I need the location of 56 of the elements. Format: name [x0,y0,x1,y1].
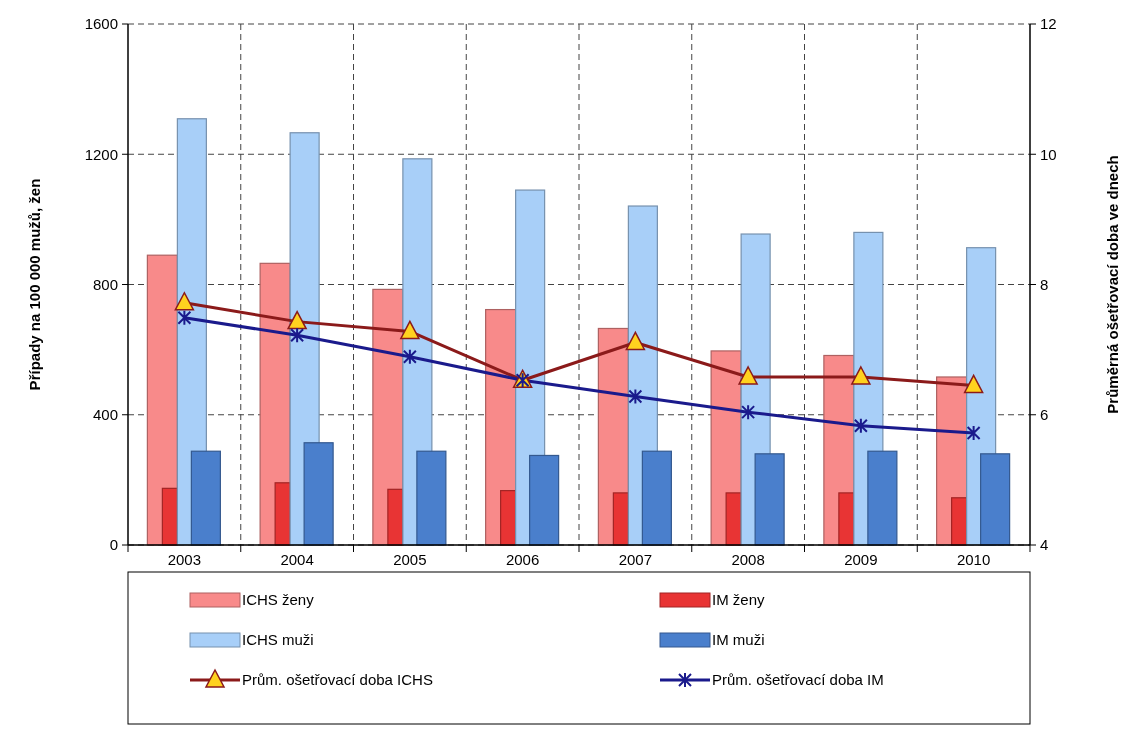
y-tick-label: 0 [109,536,118,554]
y2-tick-label: 6 [1040,406,1049,423]
point [738,366,758,385]
y2-tick-label: 10 [1040,145,1057,163]
point [177,309,192,326]
bar [725,492,742,546]
bar [190,450,221,546]
point [966,424,981,441]
bar [500,490,517,546]
point [741,404,756,421]
legend-label: Prům. ošetřovací doba ICHS [242,671,433,689]
point [625,331,646,351]
y-tick-label: 1600 [84,15,118,33]
bar [867,450,898,546]
bar [529,454,560,546]
bar [416,450,447,546]
x-tick-label: 2005 [393,551,427,568]
y2-tick-label: 8 [1040,275,1049,293]
point [963,374,984,394]
bar [303,442,334,546]
y-tick-label: 400 [92,406,118,423]
point [174,291,195,311]
legend-label: Prům. ošetřovací doba IM [712,671,884,689]
x-tick-label: 2010 [956,551,991,568]
bar [274,482,291,546]
legend-label: IM ženy [712,591,766,609]
bar [641,450,672,546]
point [290,327,305,344]
y2-tick-label: 4 [1040,536,1049,554]
bar [612,492,629,546]
x-tick-label: 2006 [505,551,540,568]
point [628,388,643,405]
y2-tick-label: 12 [1040,15,1057,33]
x-tick-label: 2007 [618,551,653,568]
x-tick-label: 2003 [167,551,202,568]
x-tick-label: 2009 [844,551,878,568]
legend-label: ICHS ženy [242,591,315,609]
x-tick-label: 2004 [280,551,314,568]
y-tick-label: 800 [92,275,118,293]
bar [387,488,404,546]
bar [754,453,785,546]
point [287,310,307,330]
bar [951,497,968,546]
bar [980,453,1011,546]
point [402,348,417,365]
x-tick-label: 2008 [731,551,765,568]
point [851,366,871,385]
bar [161,487,178,546]
point [853,417,868,434]
y-tick-label: 1200 [84,145,118,163]
legend-label: IM muži [712,631,765,649]
bar [838,492,855,546]
legend-label: ICHS muži [242,631,314,649]
y-axis-title: Případy na 100 000 mužů, žen [26,178,43,391]
y2-axis-title: Průměrná ošetřovací doba ve dnech [1104,155,1121,414]
point [400,320,420,340]
